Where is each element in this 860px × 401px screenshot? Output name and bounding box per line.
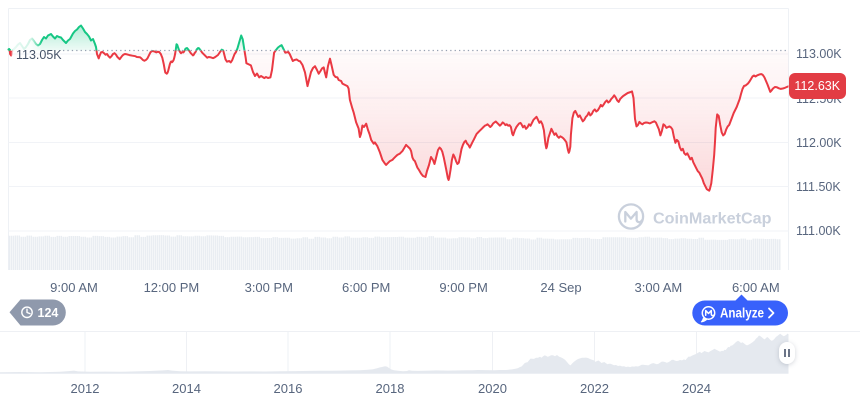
- svg-text:124: 124: [38, 306, 59, 320]
- svg-text:CoinMarketCap: CoinMarketCap: [653, 211, 772, 228]
- svg-text:Analyze: Analyze: [720, 306, 764, 321]
